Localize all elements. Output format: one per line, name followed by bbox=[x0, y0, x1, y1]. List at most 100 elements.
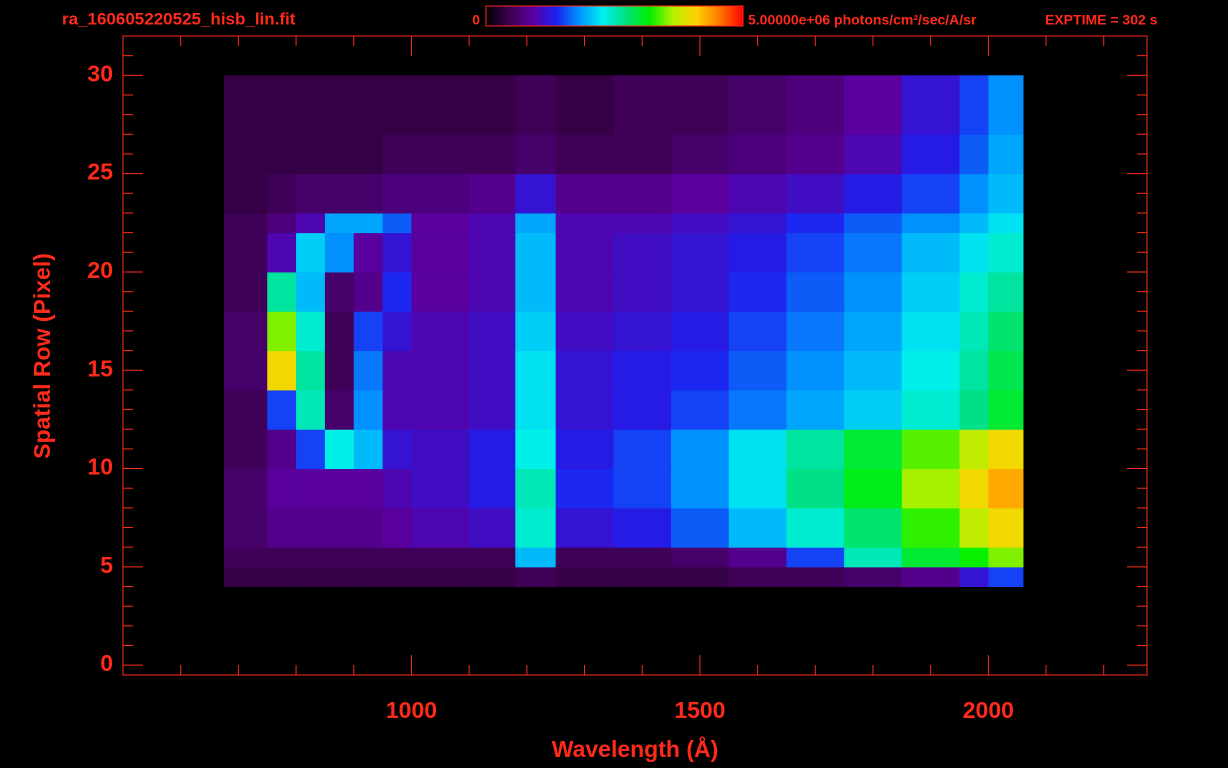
heatmap-cell bbox=[959, 350, 989, 391]
heatmap-cell bbox=[613, 507, 672, 548]
heatmap-cell bbox=[469, 507, 516, 548]
heatmap-cell bbox=[411, 350, 470, 391]
heatmap-cell bbox=[728, 271, 787, 312]
heatmap-cell bbox=[959, 173, 989, 214]
heatmap-cell bbox=[411, 566, 470, 588]
heatmap-cell bbox=[555, 232, 614, 273]
heatmap-cell bbox=[728, 566, 787, 588]
x-axis-title: Wavelength (Å) bbox=[552, 735, 719, 762]
y-tick-label: 25 bbox=[87, 159, 113, 185]
heatmap-cell bbox=[515, 173, 557, 214]
heatmap-cell bbox=[613, 75, 672, 135]
heatmap-cell bbox=[515, 547, 557, 568]
heatmap-cell bbox=[515, 232, 557, 273]
heatmap-cell bbox=[613, 468, 672, 509]
heatmap-cell bbox=[671, 350, 730, 391]
heatmap-cell bbox=[671, 547, 730, 568]
heatmap-cell bbox=[555, 566, 614, 588]
heatmap-cell bbox=[324, 75, 355, 135]
heatmap-cell bbox=[296, 232, 326, 273]
heatmap-cell bbox=[411, 134, 470, 175]
heatmap-cell bbox=[324, 350, 355, 391]
heatmap-cell bbox=[613, 271, 672, 312]
heatmap-cell bbox=[728, 429, 787, 470]
heatmap-cell bbox=[353, 212, 384, 234]
heatmap-cell bbox=[296, 173, 326, 214]
heatmap-cell bbox=[324, 212, 355, 234]
heatmap-cell bbox=[515, 212, 557, 234]
heatmap-cell bbox=[959, 134, 989, 175]
heatmap-cell bbox=[469, 566, 516, 588]
heatmap-cell bbox=[296, 429, 326, 470]
heatmap-cell bbox=[901, 232, 961, 273]
heatmap-cell bbox=[988, 547, 1024, 568]
heatmap-cell bbox=[469, 134, 516, 175]
heatmap-cell bbox=[296, 566, 326, 588]
heatmap-cell bbox=[786, 271, 845, 312]
heatmap-cell bbox=[296, 134, 326, 175]
heatmap-cell bbox=[411, 429, 470, 470]
heatmap-cell bbox=[296, 547, 326, 568]
heatmap-cell bbox=[613, 566, 672, 588]
heatmap-cell bbox=[901, 429, 961, 470]
heatmap-cell bbox=[671, 134, 730, 175]
heatmap-cell bbox=[844, 271, 903, 312]
heatmap-cell bbox=[382, 232, 412, 273]
colorbar-label: 5.00000e+06 photons/cm²/sec/A/sr bbox=[748, 12, 977, 28]
heatmap-cell bbox=[223, 566, 268, 588]
heatmap-cell bbox=[296, 350, 326, 391]
heatmap-cell bbox=[988, 429, 1024, 470]
plot-frame bbox=[122, 35, 1148, 676]
heatmap-cell bbox=[844, 566, 903, 588]
heatmap-cell bbox=[786, 134, 845, 175]
heatmap-cell bbox=[353, 507, 384, 548]
heatmap-cell bbox=[515, 429, 557, 470]
heatmap-cell bbox=[671, 271, 730, 312]
heatmap-cell bbox=[223, 507, 268, 548]
heatmap-cell bbox=[267, 75, 297, 135]
heatmap-cell bbox=[555, 507, 614, 548]
heatmap-cell bbox=[223, 271, 268, 312]
heatmap-cell bbox=[223, 232, 268, 273]
heatmap-cell bbox=[324, 134, 355, 175]
heatmap-cell bbox=[844, 134, 903, 175]
heatmap-cell bbox=[353, 547, 384, 568]
heatmap-cell bbox=[411, 507, 470, 548]
heatmap-cell bbox=[469, 212, 516, 234]
heatmap-cell bbox=[515, 507, 557, 548]
heatmap-cell bbox=[786, 429, 845, 470]
heatmap-cell bbox=[786, 547, 845, 568]
heatmap-cell bbox=[353, 134, 384, 175]
heatmap-cell bbox=[267, 547, 297, 568]
heatmap-cell bbox=[844, 75, 903, 135]
heatmap-cell bbox=[324, 547, 355, 568]
heatmap-cell bbox=[469, 311, 516, 352]
heatmap-cell bbox=[267, 173, 297, 214]
heatmap-cell bbox=[671, 566, 730, 588]
heatmap-cell bbox=[786, 75, 845, 135]
heatmap-cell bbox=[411, 468, 470, 509]
heatmap-cell bbox=[901, 212, 961, 234]
y-tick-label: 15 bbox=[87, 355, 113, 381]
heatmap-cell bbox=[671, 232, 730, 273]
heatmap-cell bbox=[959, 389, 989, 430]
heatmap-cell bbox=[901, 134, 961, 175]
heatmap-cell bbox=[324, 566, 355, 588]
heatmap-cell bbox=[988, 566, 1024, 588]
heatmap-cell bbox=[959, 468, 989, 509]
heatmap-cell bbox=[324, 429, 355, 470]
heatmap-cell bbox=[267, 566, 297, 588]
y-axis-title: Spatial Row (Pixel) bbox=[29, 253, 55, 459]
heatmap-cell bbox=[411, 75, 470, 135]
heatmap-cell bbox=[901, 173, 961, 214]
heatmap-cell bbox=[728, 468, 787, 509]
heatmap-cell bbox=[382, 75, 412, 135]
heatmap-cell bbox=[515, 271, 557, 312]
heatmap-cell bbox=[959, 212, 989, 234]
heatmap-cell bbox=[613, 232, 672, 273]
heatmap-cell bbox=[324, 173, 355, 214]
colorbar-label: 0 bbox=[472, 12, 480, 28]
heatmap-cell bbox=[901, 271, 961, 312]
heatmap-cell bbox=[411, 547, 470, 568]
